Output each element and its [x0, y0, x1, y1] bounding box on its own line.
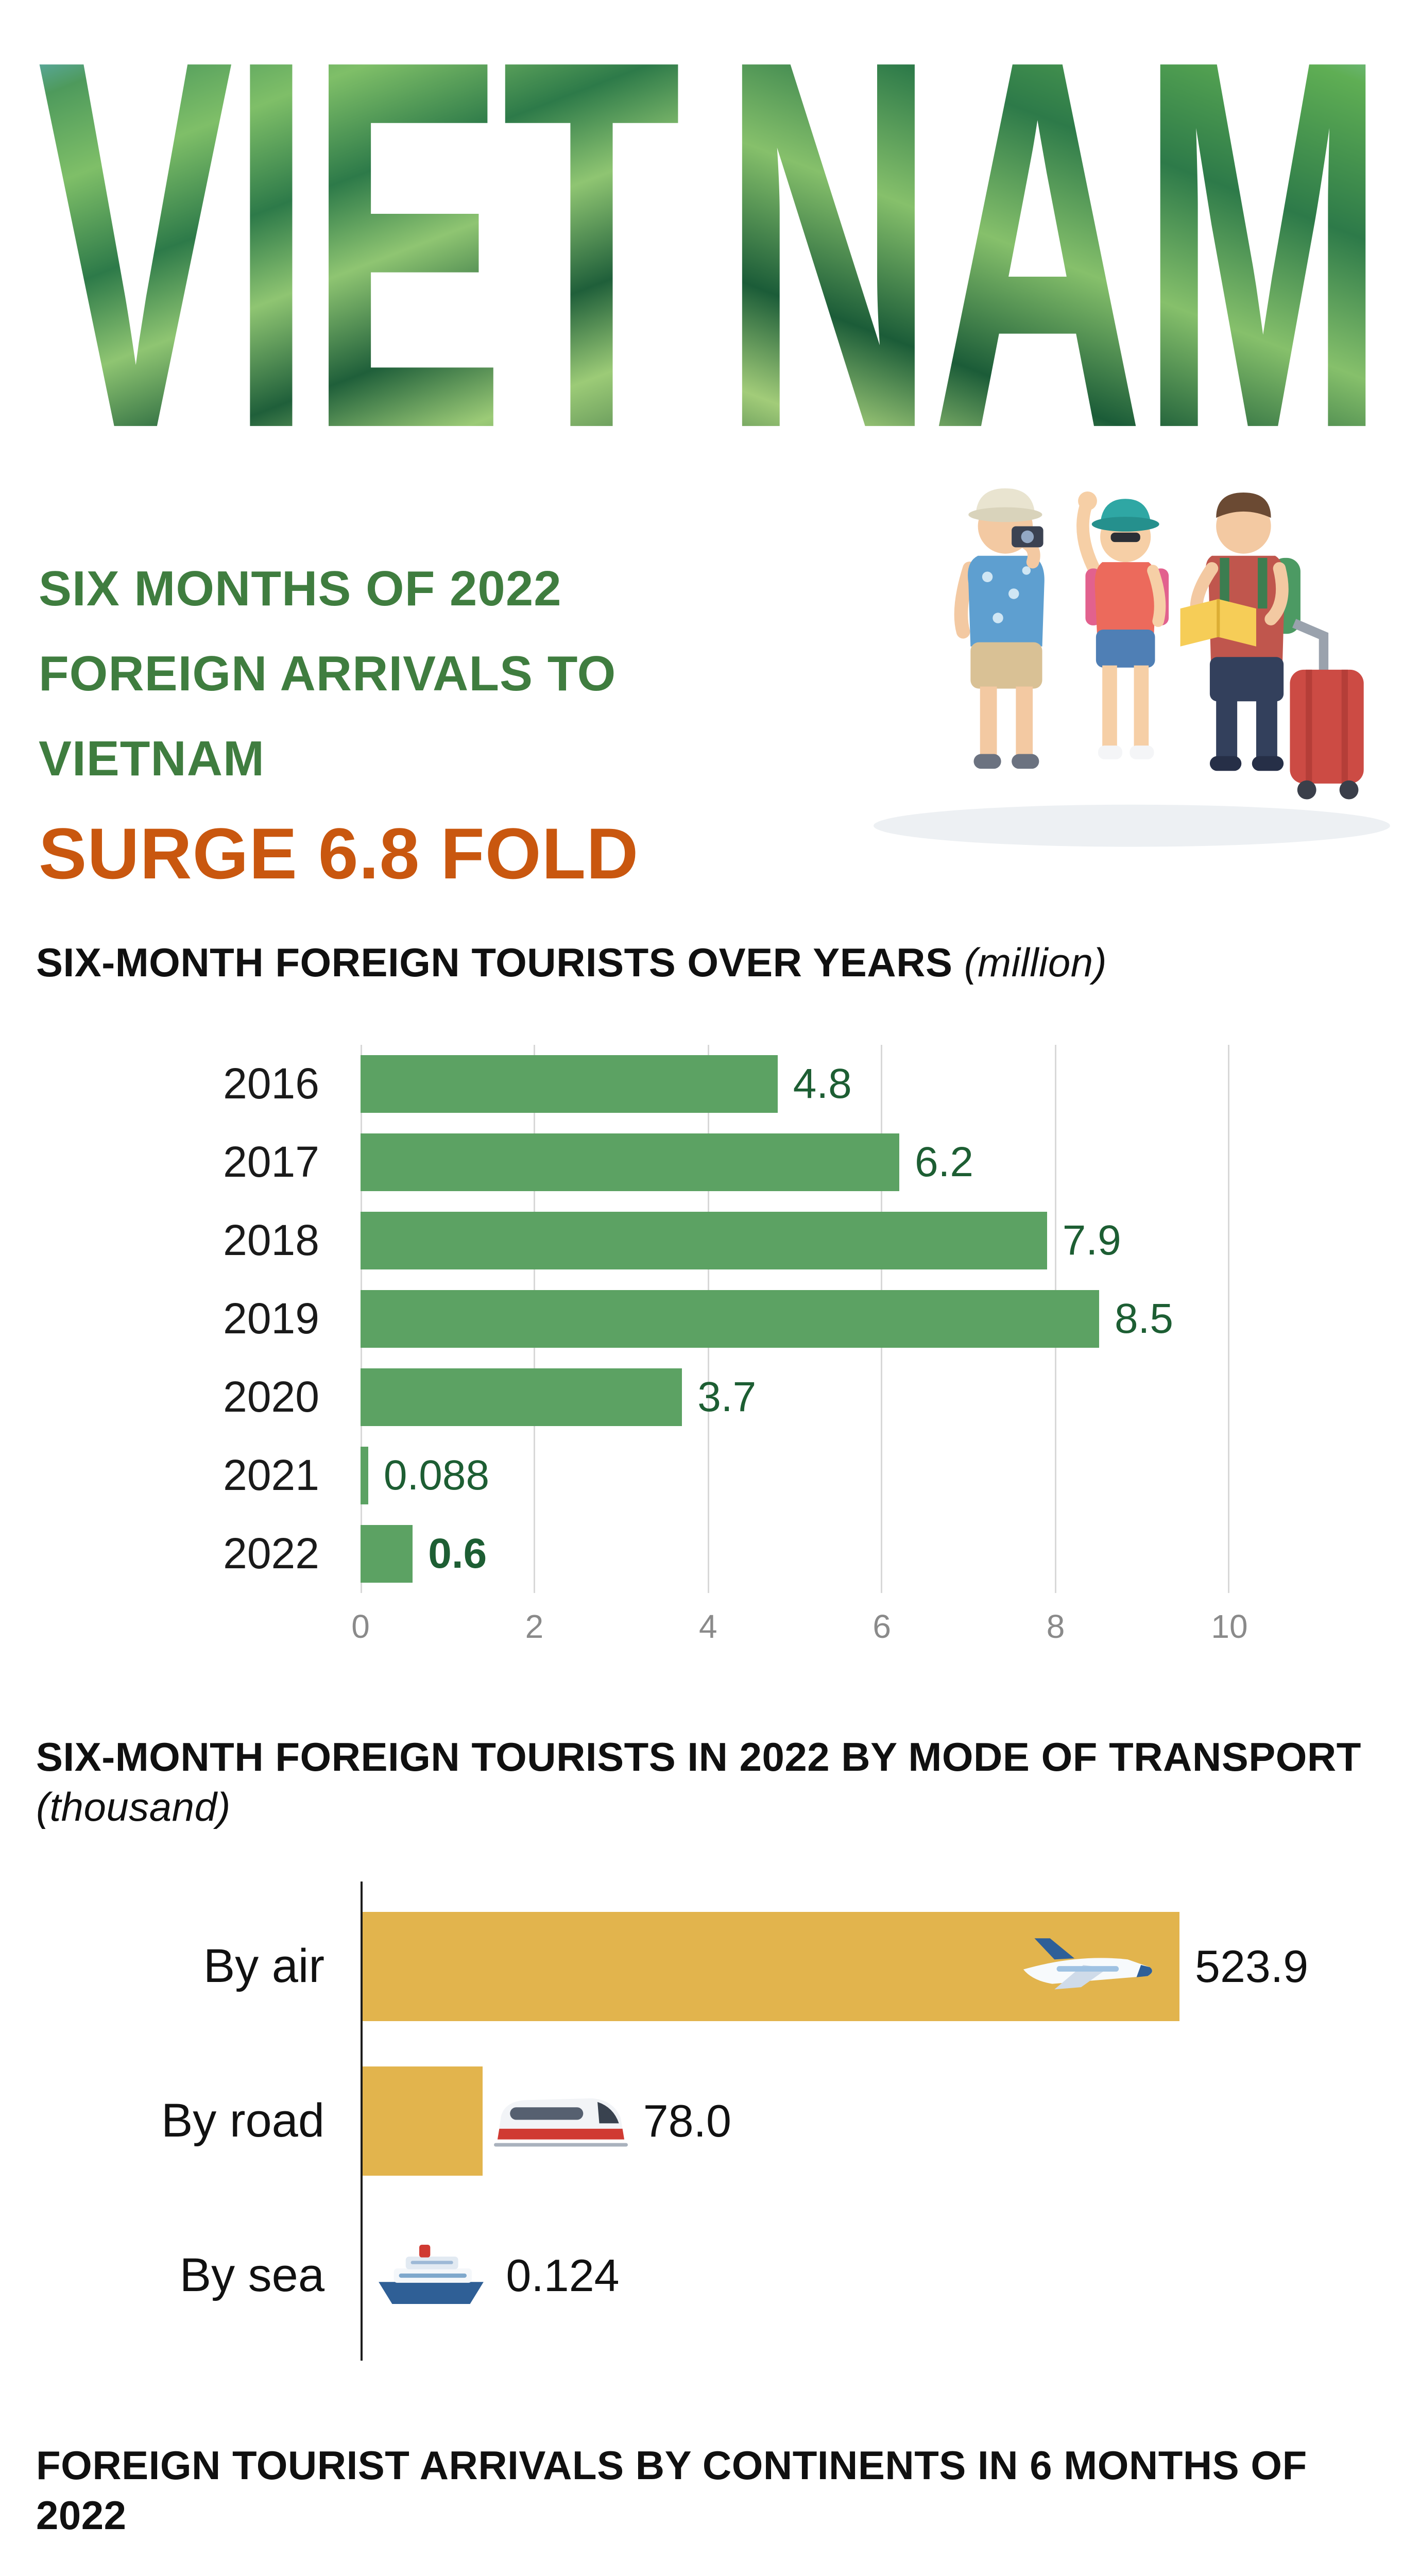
hero-tagline-line2: FOREIGN ARRIVALS TO VIETNAM	[39, 646, 617, 787]
hero-text: SIX MONTHS OF 2022 FOREIGN ARRIVALS TO V…	[0, 489, 843, 894]
tourists-illustration-svg	[874, 488, 1390, 847]
chart1-rows: 2016 4.8 2017 6.2 2018	[0, 1045, 1420, 1593]
bar-track: 523.9	[361, 1911, 1308, 2021]
value-label: 8.5	[1114, 1295, 1173, 1342]
train-icon	[493, 2088, 628, 2155]
value-label: 3.7	[697, 1373, 757, 1420]
continents-map-section: FOREIGN TOURIST ARRIVALS BY CONTINENTS I…	[0, 2441, 1420, 2576]
year-label: 2016	[223, 1059, 319, 1108]
bar-row: 2016 4.8	[0, 1045, 1420, 1123]
bar-track: 4.8	[361, 1055, 1229, 1113]
year-label: 2019	[223, 1294, 319, 1343]
value-label: 6.2	[914, 1138, 973, 1185]
bar-track: 3.7	[361, 1368, 1229, 1426]
bar	[361, 1524, 413, 1583]
tourists-illustration	[843, 402, 1399, 855]
bar	[361, 1290, 1099, 1348]
value-label: 0.6	[428, 1530, 487, 1577]
world-map-svg	[61, 2567, 1359, 2576]
x-tick: 6	[872, 1607, 891, 1645]
bar	[361, 2066, 483, 2176]
transport-label: By road	[161, 2094, 324, 2147]
x-tick: 2	[525, 1607, 544, 1645]
hero-section: SIX MONTHS OF 2022 FOREIGN ARRIVALS TO V…	[0, 488, 1420, 894]
bar-row: 2021 0.088	[0, 1436, 1420, 1515]
value-label: 523.9	[1195, 1940, 1309, 1992]
bar	[361, 1133, 899, 1191]
bar-row: 2019 8.5	[0, 1280, 1420, 1358]
chart2-unit: (thousand)	[36, 1784, 231, 1829]
chart1-title-text: SIX-MONTH FOREIGN TOURISTS OVER YEARS	[36, 940, 953, 985]
chart2-plot: By air 523.9	[0, 1881, 1420, 2361]
transport-chart: SIX-MONTH FOREIGN TOURISTS IN 2022 BY MO…	[0, 1732, 1420, 2361]
year-label: 2022	[223, 1529, 319, 1578]
value-label: 0.088	[383, 1451, 490, 1499]
hero-tagline-line1: SIX MONTHS OF 2022	[39, 561, 562, 616]
bar	[361, 1055, 778, 1113]
masthead-word-viet: VIET	[38, 0, 681, 507]
chart2-axis-line	[361, 1881, 363, 2361]
bar-track: 0.088	[361, 1446, 1229, 1504]
bar-row: 2017 6.2	[0, 1123, 1420, 1201]
chart1-plot: 2016 4.8 2017 6.2 2018	[0, 1044, 1420, 1655]
transport-row: By sea 0.124	[0, 2198, 1420, 2353]
bar-row: 2020 3.7	[0, 1358, 1420, 1436]
tourists-over-years-chart: SIX-MONTH FOREIGN TOURISTS OVER YEARS (m…	[0, 938, 1420, 1655]
value-label: 4.8	[793, 1060, 852, 1107]
bar-row: 2022 0.6	[0, 1515, 1420, 1593]
tourist-man-map-suitcase	[1180, 493, 1364, 800]
value-label: 78.0	[643, 2095, 731, 2146]
masthead-word-nam: NAM	[722, 0, 1385, 507]
airplane-icon	[1017, 1931, 1161, 2001]
x-tick: 4	[699, 1607, 717, 1645]
x-axis: 0 2 4 6 8 10	[351, 1593, 1247, 1655]
year-label: 2020	[223, 1372, 319, 1421]
bar-track: 8.5	[361, 1290, 1229, 1348]
bar-row: 2018 7.9	[0, 1201, 1420, 1280]
year-label: 2017	[223, 1138, 319, 1186]
x-tick: 0	[351, 1607, 370, 1645]
value-label: 0.124	[506, 2249, 620, 2301]
masthead: VIET NAM	[0, 0, 1420, 507]
transport-label: By sea	[179, 2249, 324, 2301]
transport-row: By air 523.9	[0, 1889, 1420, 2044]
chart1-unit: (million)	[964, 940, 1107, 985]
chart2-title: SIX-MONTH FOREIGN TOURISTS IN 2022 BY MO…	[36, 1732, 1384, 1833]
transport-label: By air	[203, 1940, 324, 1992]
bar-track: 7.9	[361, 1211, 1229, 1269]
tourist-woman-waving	[1076, 491, 1169, 759]
ship-icon	[372, 2240, 490, 2312]
chart1-title: SIX-MONTH FOREIGN TOURISTS OVER YEARS (m…	[36, 938, 1384, 988]
transport-row: By road 78.0	[0, 2044, 1420, 2198]
bar-track: 78.0	[361, 2066, 1179, 2176]
chart2-title-text: SIX-MONTH FOREIGN TOURISTS IN 2022 BY MO…	[36, 1734, 1361, 1780]
year-label: 2018	[223, 1216, 319, 1264]
x-tick: 10	[1211, 1607, 1248, 1645]
hero-highlight: SURGE 6.8 FOLD	[39, 813, 639, 894]
map-title: FOREIGN TOURIST ARRIVALS BY CONTINENTS I…	[36, 2442, 1307, 2538]
tourist-man-camera	[954, 488, 1045, 769]
x-tick: 8	[1046, 1607, 1065, 1645]
value-label: 7.9	[1062, 1216, 1121, 1264]
bar-track: 0.6	[361, 1524, 1229, 1583]
bar-track: 6.2	[361, 1133, 1229, 1191]
bar	[361, 1211, 1047, 1269]
bar	[361, 1911, 1179, 2021]
year-label: 2021	[223, 1451, 319, 1499]
bar	[361, 1446, 368, 1504]
bar	[361, 1368, 682, 1426]
bar-track: 0.124	[361, 2221, 1179, 2330]
world-map: AMERICA 81 EUROPE 96.4 ASIA 392.1 (thous…	[61, 2567, 1359, 2576]
